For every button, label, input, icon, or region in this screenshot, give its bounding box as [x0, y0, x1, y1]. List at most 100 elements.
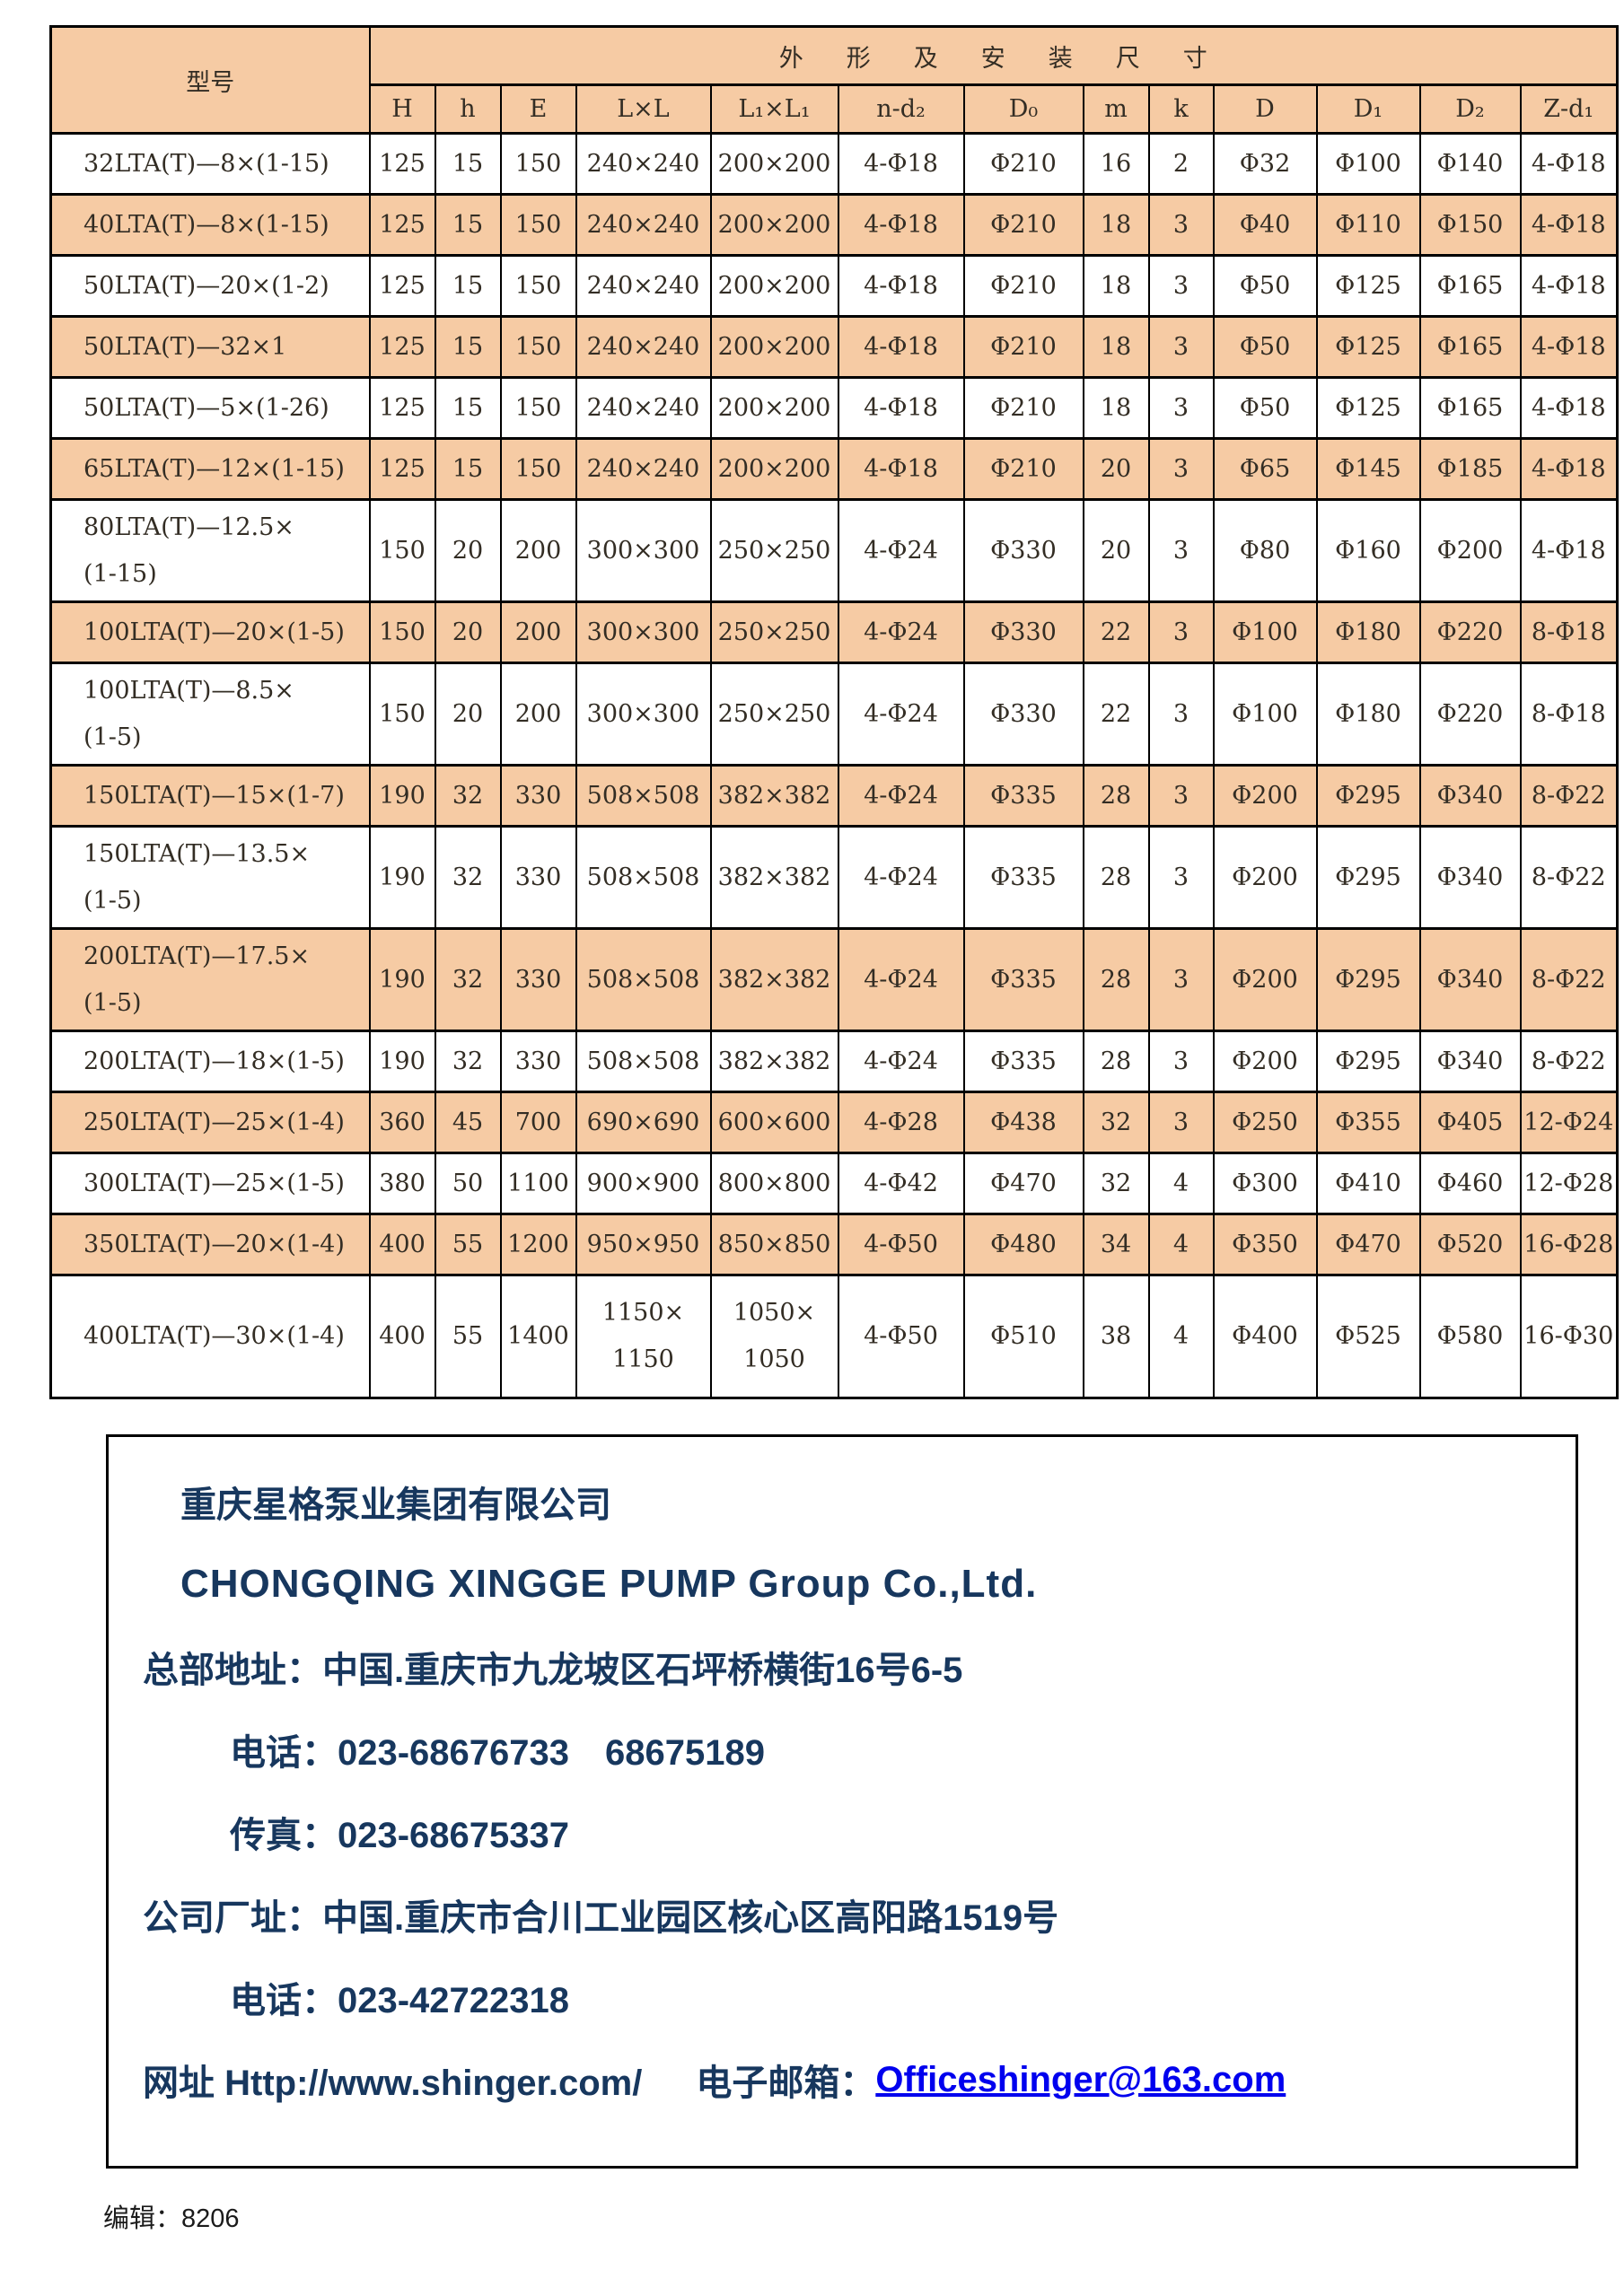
value-cell: Φ110	[1315, 193, 1421, 257]
value-cell: 3	[1147, 927, 1215, 1032]
value-cell: Φ340	[1418, 764, 1522, 828]
column-header: L₁×L₁	[709, 83, 839, 135]
value-cell: 3	[1147, 600, 1215, 664]
column-header: D	[1212, 83, 1318, 135]
value-cell: 28	[1082, 825, 1150, 930]
value-cell: Φ100	[1212, 600, 1318, 664]
table-row: 150LTA(T)—15×(1-7) 190 32 330 508×508 382×382…	[49, 764, 1619, 828]
value-cell: 4-Φ18	[837, 437, 965, 501]
value-cell: 4-Φ18	[837, 376, 965, 440]
value-cell: 4-Φ42	[837, 1152, 965, 1215]
value-cell: 15	[434, 132, 502, 196]
hq-phone: 电话：023-68676733 68675189	[230, 1733, 765, 1773]
value-cell: 190	[368, 764, 436, 828]
value-cell: Φ400	[1212, 1274, 1318, 1399]
value-cell: 12-Φ24	[1519, 1091, 1619, 1154]
value-cell: 190	[368, 927, 436, 1032]
factory-address: 公司厂址：中国.重庆市合川工业园区核心区高阳路1519号	[143, 1898, 1059, 1938]
value-cell: 32	[434, 927, 502, 1032]
value-cell: 250×250	[709, 600, 839, 664]
value-cell: 150	[368, 600, 436, 664]
value-cell: 125	[368, 437, 436, 501]
value-cell: 50	[434, 1152, 502, 1215]
table-row: 80LTA(T)—12.5× (1-15) 150 20 200 300×300 250×…	[49, 498, 1619, 603]
model-cell: 80LTA(T)—12.5× (1-15)	[49, 498, 371, 603]
value-cell: 3	[1147, 315, 1215, 379]
website-url: 网址 Http://www.shinger.com/	[143, 2064, 643, 2103]
value-cell: 4-Φ24	[837, 825, 965, 930]
value-cell: 4-Φ18	[1519, 193, 1619, 257]
value-cell: 3	[1147, 764, 1215, 828]
value-cell: Φ410	[1315, 1152, 1421, 1215]
value-cell: 150	[499, 193, 577, 257]
value-cell: Φ438	[962, 1091, 1084, 1154]
model-cell: 200LTA(T)—18×(1-5)	[49, 1030, 371, 1093]
value-cell: 15	[434, 254, 502, 318]
value-cell: Φ300	[1212, 1152, 1318, 1215]
table-row: 40LTA(T)—8×(1-15) 125 15 150 240×240 200×200 4…	[49, 193, 1619, 257]
company-name-en: CHONGQING XINGGE PUMP Group Co.,Ltd.	[180, 1562, 1038, 1606]
value-cell: Φ140	[1418, 132, 1522, 196]
value-cell: Φ200	[1418, 498, 1522, 603]
value-cell: Φ165	[1418, 376, 1522, 440]
value-cell: Φ295	[1315, 825, 1421, 930]
value-cell: 3	[1147, 193, 1215, 257]
value-cell: 4-Φ18	[1519, 315, 1619, 379]
value-cell: 4-Φ18	[1519, 132, 1619, 196]
value-cell: 508×508	[575, 927, 712, 1032]
email-link[interactable]: Officeshinger@163.com	[875, 2059, 1286, 2099]
value-cell: 150	[499, 315, 577, 379]
value-cell: 4	[1147, 1213, 1215, 1276]
value-cell: 382×382	[709, 927, 839, 1032]
model-cell: 50LTA(T)—5×(1-26)	[49, 376, 371, 440]
value-cell: Φ185	[1418, 437, 1522, 501]
value-cell: Φ100	[1212, 662, 1318, 767]
factory-phone: 电话：023-42722318	[230, 1981, 570, 2020]
value-cell: 690×690	[575, 1091, 712, 1154]
column-header: L×L	[575, 83, 712, 135]
value-cell: 15	[434, 376, 502, 440]
hq-address: 总部地址：中国.重庆市九龙坡区石坪桥横街16号6-5	[143, 1651, 963, 1690]
value-cell: 4-Φ18	[837, 193, 965, 257]
table-row: 200LTA(T)—17.5× (1-5) 190 32 330 508×508 382×…	[49, 927, 1619, 1032]
value-cell: 38	[1082, 1274, 1150, 1399]
value-cell: 20	[434, 662, 502, 767]
value-cell: 28	[1082, 1030, 1150, 1093]
value-cell: 20	[1082, 498, 1150, 603]
value-cell: 4-Φ18	[1519, 376, 1619, 440]
website-email-line: 网址 Http://www.shinger.com/ 电子邮箱： Offices…	[109, 2038, 1576, 2121]
value-cell: Φ210	[962, 376, 1084, 440]
value-cell: 3	[1147, 498, 1215, 603]
company-name-cn: 重庆星格泵业集团有限公司	[180, 1485, 611, 1525]
value-cell: 16-Φ30	[1519, 1274, 1619, 1399]
model-cell: 50LTA(T)—32×1	[49, 315, 371, 379]
value-cell: 15	[434, 315, 502, 379]
value-cell: 240×240	[575, 193, 712, 257]
value-cell: 1050× 1050	[709, 1274, 839, 1399]
value-cell: 190	[368, 1030, 436, 1093]
value-cell: 250×250	[709, 498, 839, 603]
value-cell: 4-Φ24	[837, 498, 965, 603]
value-cell: 800×800	[709, 1152, 839, 1215]
model-cell: 150LTA(T)—13.5× (1-5)	[49, 825, 371, 930]
value-cell: 18	[1082, 254, 1150, 318]
value-cell: 125	[368, 315, 436, 379]
value-cell: 8-Φ22	[1519, 764, 1619, 828]
value-cell: Φ200	[1212, 764, 1318, 828]
value-cell: 28	[1082, 764, 1150, 828]
value-cell: 3	[1147, 1091, 1215, 1154]
value-cell: Φ335	[962, 764, 1084, 828]
value-cell: 400	[368, 1274, 436, 1399]
table-row: 50LTA(T)—32×1 125 15 150 240×240 200×200 4-Φ18…	[49, 315, 1619, 379]
value-cell: Φ405	[1418, 1091, 1522, 1154]
value-cell: 125	[368, 254, 436, 318]
fax-number: 传真：023-68675337	[230, 1816, 570, 1855]
model-cell: 400LTA(T)—30×(1-4)	[49, 1274, 371, 1399]
column-header: Z-d₁	[1519, 83, 1619, 135]
value-cell: 200×200	[709, 254, 839, 318]
value-cell: Φ210	[962, 437, 1084, 501]
value-cell: Φ200	[1212, 927, 1318, 1032]
value-cell: 300×300	[575, 662, 712, 767]
value-cell: Φ470	[1315, 1213, 1421, 1276]
